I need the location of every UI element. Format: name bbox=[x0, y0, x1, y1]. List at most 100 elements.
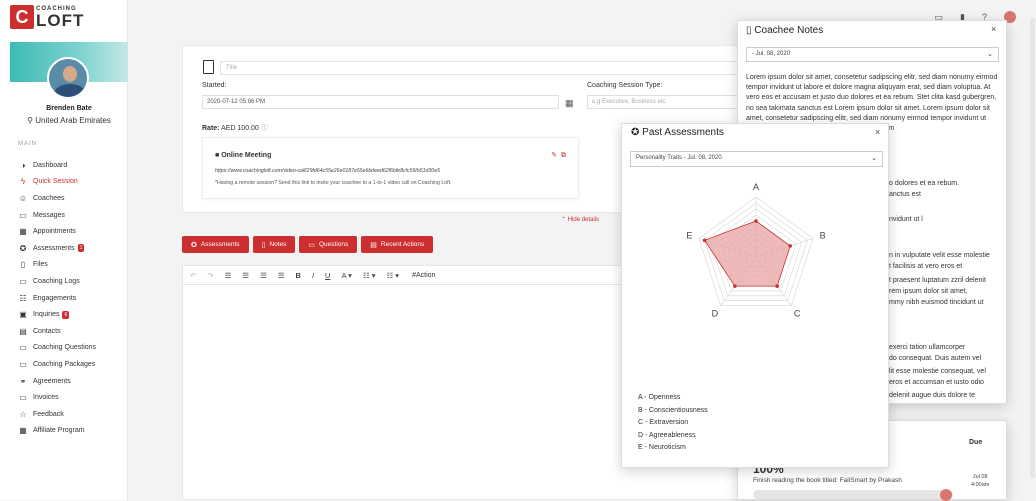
sidebar-item-files[interactable]: ▯ Files bbox=[18, 257, 96, 274]
started-label: Started: bbox=[202, 82, 227, 89]
radar-grid-ring bbox=[698, 196, 814, 306]
star-icon: ☆ bbox=[19, 409, 27, 419]
user-avatar[interactable] bbox=[1004, 11, 1016, 23]
undo-icon[interactable]: ↶ bbox=[190, 270, 197, 280]
chat-icon[interactable]: ▭ bbox=[934, 11, 944, 22]
logo-big-text: LOFT bbox=[36, 10, 85, 30]
radar-data-point[interactable] bbox=[788, 244, 793, 248]
button-icon: ✪ bbox=[191, 241, 197, 249]
past-assessments-panel: ✪ Past Assessments × Personality Traits … bbox=[621, 123, 889, 468]
notes-button[interactable]: ▯ Notes bbox=[252, 236, 296, 253]
bolt-icon: ϟ bbox=[20, 177, 26, 187]
sidebar-item-appointments[interactable]: ▦ Appointments bbox=[18, 223, 96, 240]
radar-series-area bbox=[704, 220, 791, 287]
underline-icon[interactable]: U bbox=[325, 270, 331, 280]
file-icon: ▯ bbox=[20, 260, 26, 270]
sidebar-item-label: Invoices bbox=[33, 394, 59, 402]
help-icon[interactable]: ? bbox=[981, 12, 987, 22]
session-type-input[interactable]: e.g Executive, Business etc. bbox=[587, 95, 747, 109]
sidebar-item-coaching-packages[interactable]: ▭ Coaching Packages bbox=[18, 356, 96, 373]
bullet-list-icon[interactable]: ☷ ▾ bbox=[362, 270, 376, 280]
notes-text-fragment: rem ipsum dolor sit amet, bbox=[889, 288, 968, 295]
button-icon: ▤ bbox=[370, 241, 377, 249]
sidebar-item-label: Agreements bbox=[33, 377, 71, 385]
sidebar-item-messages[interactable]: ▭ Messages bbox=[18, 207, 96, 224]
sidebar-item-engagements[interactable]: ☷ Engagements bbox=[18, 290, 96, 307]
calendar-icon[interactable]: ▦ bbox=[565, 98, 574, 108]
radar-data-point[interactable] bbox=[775, 284, 779, 288]
sidebar-item-coaching-logs[interactable]: ▭ Coaching Logs bbox=[18, 273, 96, 290]
users-icon: ☺ bbox=[18, 193, 28, 203]
notes-text-fragment: nvidunt ut l bbox=[889, 216, 923, 223]
text-color-icon[interactable]: A ▾ bbox=[341, 270, 352, 280]
notes-text-fragment: mmy nibh euismod tincidunt ut bbox=[889, 299, 984, 306]
inbox-icon: ▣ bbox=[19, 310, 27, 320]
align-right-icon[interactable]: ☰ bbox=[260, 270, 267, 280]
assessment-select[interactable]: Personality Traits - Jul. 08, 2020 ⌄ bbox=[630, 151, 883, 167]
legend-item: C - Extraversion bbox=[638, 419, 689, 426]
notes-text-fragment: eros et accumsan et iusto odio bbox=[889, 379, 984, 386]
action-buttons: ✪ Assessments ▯ Notes ▭ Questions ▤ Recent Acti… bbox=[182, 236, 434, 253]
close-icon[interactable]: × bbox=[991, 24, 997, 34]
profile-avatar[interactable] bbox=[47, 57, 89, 99]
bold-icon[interactable]: B bbox=[295, 270, 301, 280]
chevron-down-icon: ⌄ bbox=[871, 155, 877, 162]
assessment-icon: ✪ bbox=[631, 127, 640, 138]
sidebar-item-affiliate-program[interactable]: ▦ Affiliate Program bbox=[18, 423, 96, 440]
redo-icon[interactable]: ↷ bbox=[207, 270, 214, 280]
radar-data-point[interactable] bbox=[754, 219, 758, 223]
italic-icon[interactable]: I bbox=[311, 270, 315, 280]
dashboard-icon: ◑ bbox=[20, 160, 26, 170]
sidebar-item-quick-session[interactable]: ϟ Quick Session bbox=[18, 174, 96, 191]
close-icon[interactable]: × bbox=[875, 127, 881, 137]
started-input[interactable]: 2020-07-12 05:06 PM bbox=[202, 95, 559, 109]
calendar-icon: ▦ bbox=[19, 227, 27, 237]
sidebar-item-invoices[interactable]: ▭ Invoices bbox=[18, 389, 96, 406]
task-progress-knob[interactable] bbox=[940, 489, 952, 501]
book-icon[interactable]: ▮ bbox=[960, 11, 965, 22]
notes-text-fragment: lit esse molestie consequat, vel bbox=[889, 368, 986, 375]
sidebar-item-contacts[interactable]: ▤ Contacts bbox=[18, 323, 96, 340]
sidebar-item-inquiries[interactable]: ▣ Inquiries 6 bbox=[18, 306, 96, 323]
edit-icon[interactable]: ✎ bbox=[551, 152, 558, 159]
sidebar-item-coachees[interactable]: ☺ Coachees bbox=[18, 190, 96, 207]
notes-date-select[interactable]: - Jul. 08, 2020 ⌄ bbox=[746, 47, 999, 62]
recent-actions-button[interactable]: ▤ Recent Actions bbox=[361, 236, 434, 253]
rate-value: AED 100.00 bbox=[221, 125, 259, 132]
sidebar-item-coaching-questions[interactable]: ▭ Coaching Questions bbox=[18, 340, 96, 357]
sidebar-item-label: Coaching Questions bbox=[33, 344, 97, 352]
sidebar-item-label: Coaching Packages bbox=[33, 360, 96, 368]
sidebar-item-label: Affiliate Program bbox=[33, 427, 85, 435]
page-scrollbar[interactable] bbox=[1030, 18, 1035, 478]
external-link-icon[interactable]: ⧉ bbox=[561, 152, 566, 159]
task-due-date: Jul 08 4:00am bbox=[971, 474, 990, 488]
align-center-icon[interactable]: ☰ bbox=[242, 270, 250, 280]
count-badge: 6 bbox=[62, 310, 70, 319]
sidebar-item-assessments[interactable]: ✪ Assessments 1 bbox=[18, 240, 96, 257]
title-input[interactable]: Title bbox=[220, 61, 745, 75]
engagement-icon: ☷ bbox=[19, 293, 27, 303]
rate: Rate: AED 100.00 ⓘ bbox=[202, 125, 268, 132]
numbered-list-icon[interactable]: ☷ ▾ bbox=[386, 270, 400, 280]
sidebar-item-agreements[interactable]: ⚭ Agreements bbox=[18, 373, 96, 390]
align-justify-icon[interactable]: ☰ bbox=[277, 270, 285, 280]
notes-text-fragment: do consequat. Duis autem vel bbox=[889, 355, 982, 362]
hide-details-link[interactable]: ⌃ Hide details bbox=[561, 217, 600, 223]
meeting-title: ■ Online Meeting bbox=[215, 152, 272, 159]
radar-data-point[interactable] bbox=[733, 284, 737, 288]
coaching-loft-logo[interactable]: C COACHING LOFT bbox=[10, 5, 84, 29]
legend-item: E - Neuroticism bbox=[638, 444, 686, 451]
radar-data-point[interactable] bbox=[702, 238, 707, 243]
align-left-icon[interactable]: ☰ bbox=[224, 270, 232, 280]
sidebar-item-label: Files bbox=[33, 261, 48, 269]
questions-button[interactable]: ▭ Questions bbox=[299, 236, 358, 253]
radar-axis-label: D bbox=[712, 309, 719, 319]
task-description: Finish reading the book titled: FailSmar… bbox=[753, 477, 902, 484]
action-tag[interactable]: #Action bbox=[412, 271, 436, 279]
legend-item: A - Openness bbox=[638, 394, 681, 401]
radar-axis-label: B bbox=[820, 230, 826, 240]
sidebar-item-dashboard[interactable]: ◑ Dashboard bbox=[18, 157, 96, 174]
assessments-button[interactable]: ✪ Assessments bbox=[182, 236, 249, 253]
sidebar-item-feedback[interactable]: ☆ Feedback bbox=[18, 406, 96, 423]
meeting-link[interactable]: https://www.coachingloft.com/video-call/… bbox=[215, 168, 440, 174]
